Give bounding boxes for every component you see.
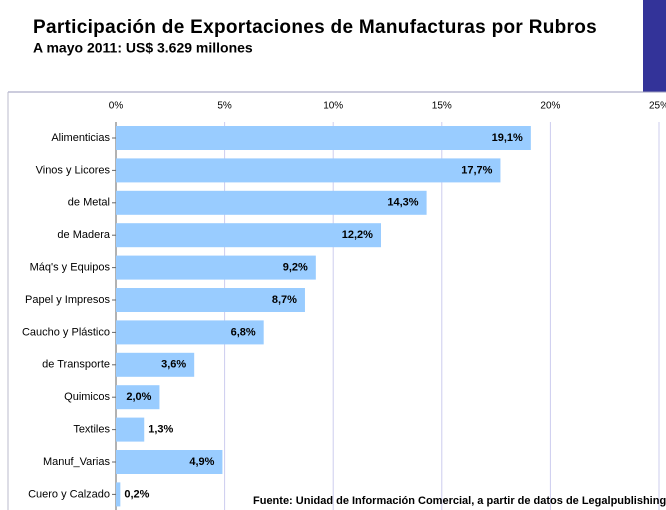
y-tick-label: Manuf_Varias: [43, 456, 111, 468]
bar: [116, 320, 264, 345]
value-label: 2,0%: [126, 391, 151, 403]
value-label: 19,1%: [492, 132, 523, 144]
bar: [116, 190, 427, 215]
value-label: 12,2%: [342, 229, 373, 241]
y-tick-label: Papel y Impresos: [25, 294, 110, 306]
y-tick-label: de Metal: [68, 197, 110, 209]
x-tick-label: 20%: [540, 101, 560, 112]
y-tick-label: de Transporte: [42, 359, 110, 371]
value-label: 8,7%: [272, 294, 297, 306]
bar: [116, 482, 121, 507]
value-label: 0,2%: [124, 488, 149, 500]
value-label: 6,8%: [231, 326, 256, 338]
value-label: 1,3%: [148, 424, 173, 436]
y-tick-label: de Madera: [57, 229, 110, 241]
value-label: 17,7%: [461, 164, 492, 176]
y-tick-label: Quimicos: [64, 391, 110, 403]
y-tick-label: Textiles: [73, 424, 110, 436]
value-label: 3,6%: [161, 359, 186, 371]
bar: [116, 158, 501, 183]
bar: [116, 288, 305, 312]
chart-title: Participación de Exportaciones de Manufa…: [33, 17, 597, 38]
x-tick-label: 10%: [323, 101, 343, 112]
y-tick-label: Máq's y Equipos: [30, 262, 111, 274]
source-note: Fuente: Unidad de Información Comercial,…: [253, 495, 666, 507]
bar: [116, 450, 223, 474]
bar: [116, 417, 145, 442]
bar: [116, 255, 316, 280]
y-tick-label: Alimenticias: [51, 132, 110, 144]
corner-block: [643, 0, 666, 92]
y-tick-label: Vinos y Licores: [36, 164, 111, 176]
x-tick-label: 25%: [649, 101, 666, 112]
bar: [116, 385, 160, 410]
y-tick-label: Cuero y Calzado: [28, 488, 110, 500]
bar: [116, 126, 531, 150]
x-tick-label: 0%: [109, 101, 124, 112]
chart-subtitle: A mayo 2011: US$ 3.629 millones: [33, 40, 253, 56]
value-label: 9,2%: [283, 262, 308, 274]
bar: [116, 223, 381, 248]
x-tick-label: 15%: [432, 101, 452, 112]
value-label: 14,3%: [387, 197, 418, 209]
value-label: 4,9%: [189, 456, 214, 468]
x-tick-label: 5%: [217, 101, 232, 112]
y-tick-label: Caucho y Plástico: [22, 326, 110, 338]
bar: [116, 352, 195, 377]
